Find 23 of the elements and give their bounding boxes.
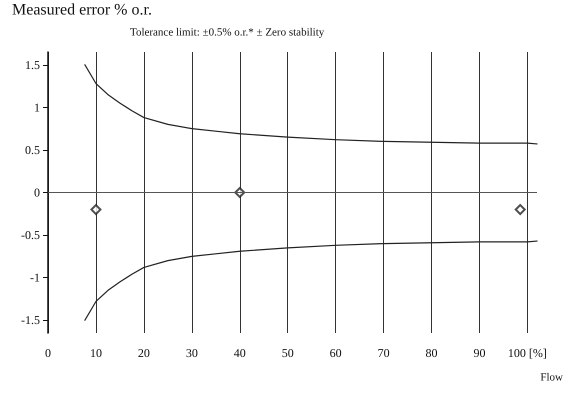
x-axis-title: Flow <box>540 372 564 384</box>
x-tick-label: 90 <box>473 346 486 360</box>
line-series <box>84 64 538 145</box>
y-tick-label: -1.5 <box>21 313 40 328</box>
x-tick-label: 0 <box>45 346 51 360</box>
x-tick-label: 20 <box>138 346 150 360</box>
y-axis-title: Measured error % o.r. <box>12 2 152 18</box>
x-tick-label: 30 <box>186 346 198 360</box>
y-tick-label: 1.5 <box>25 58 40 72</box>
y-tick-label: 1 <box>34 100 40 114</box>
chart-title: Tolerance limit: ±0.5% o.r.* ± Zero stability <box>130 26 325 38</box>
x-tick-label: 50 <box>282 346 294 360</box>
x-tick-label: 80 <box>426 346 438 360</box>
x-tick-label: 40 <box>234 346 246 360</box>
y-tick-label: -1 <box>30 270 40 285</box>
line-series <box>84 240 538 321</box>
x-tick-label: 100 [%] <box>508 346 547 360</box>
x-tick-label: 10 <box>90 346 102 360</box>
y-tick-label: -0.5 <box>21 228 40 242</box>
y-tick-label: 0.5 <box>25 142 40 157</box>
y-tick-label: 0 <box>34 186 40 200</box>
x-tick-label: 60 <box>330 346 342 360</box>
x-tick-label: 70 <box>378 346 390 360</box>
